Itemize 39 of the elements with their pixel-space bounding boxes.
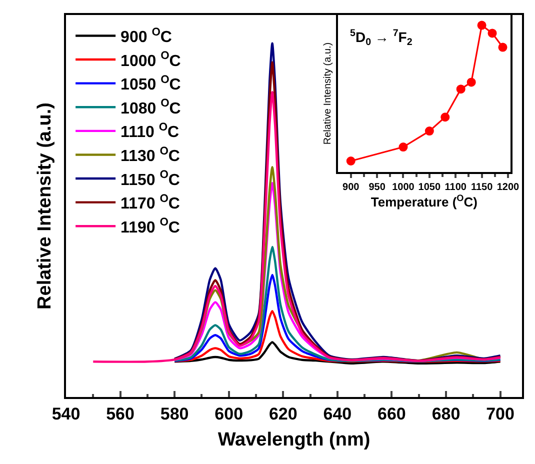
legend-label: 1000 $^{O}$C [120,50,182,70]
x-tick-label: 950 [368,182,386,193]
x-tick-label: 660 [378,404,406,424]
y-axis-title: Relative Intensity (a.u.) [322,42,334,145]
x-tick-label: 620 [268,404,298,424]
x-tick-label: 560 [106,404,134,424]
x-axis-title: Wavelength (nm) [218,430,370,451]
point [477,20,486,30]
x-tick-label: 700 [486,404,514,424]
point [466,78,476,87]
point [456,84,466,94]
x-tick-label: 600 [214,404,244,424]
x-tick-label: 1050 [418,182,441,193]
x-tick-label: 900 [342,182,360,193]
x-tick-label: 1000 [392,182,415,193]
legend-label: 1130 $^{O}$C [120,145,180,165]
legend-label: 1080 $^{O}$C [120,98,182,118]
x-tick-label: 1100 [444,182,467,193]
x-tick-label: 580 [160,404,189,424]
x-tick-label: 540 [52,404,80,424]
point [498,42,508,52]
x-tick-label: 640 [323,404,352,424]
x-axis-title: Temperature ($^{O}$C) [370,193,478,210]
point [398,142,408,152]
x-tick-label: 680 [432,404,460,424]
x-tick-label: 1150 [470,182,494,193]
legend-label: 1050 $^{O}$C [120,74,182,94]
legend-label: 1190 $^{O}$C [120,216,180,236]
point [488,28,497,38]
y-axis-title: Relative Intensity (a.u.) [34,102,56,310]
legend-label: 1170 $^{O}$C [120,192,180,213]
point [346,156,356,166]
x-tick-label: 1200 [496,182,520,193]
legend-label: 1150 $^{O}$C [120,169,180,189]
point [424,126,434,136]
legend-label: 900 $^{O}$C [120,26,172,46]
annotation: $^{5}$D$_{0}$ → $^{7}$F$_{2}$ [350,28,413,48]
point [440,112,450,122]
legend-label: 1110 $^{O}$C [120,121,180,142]
